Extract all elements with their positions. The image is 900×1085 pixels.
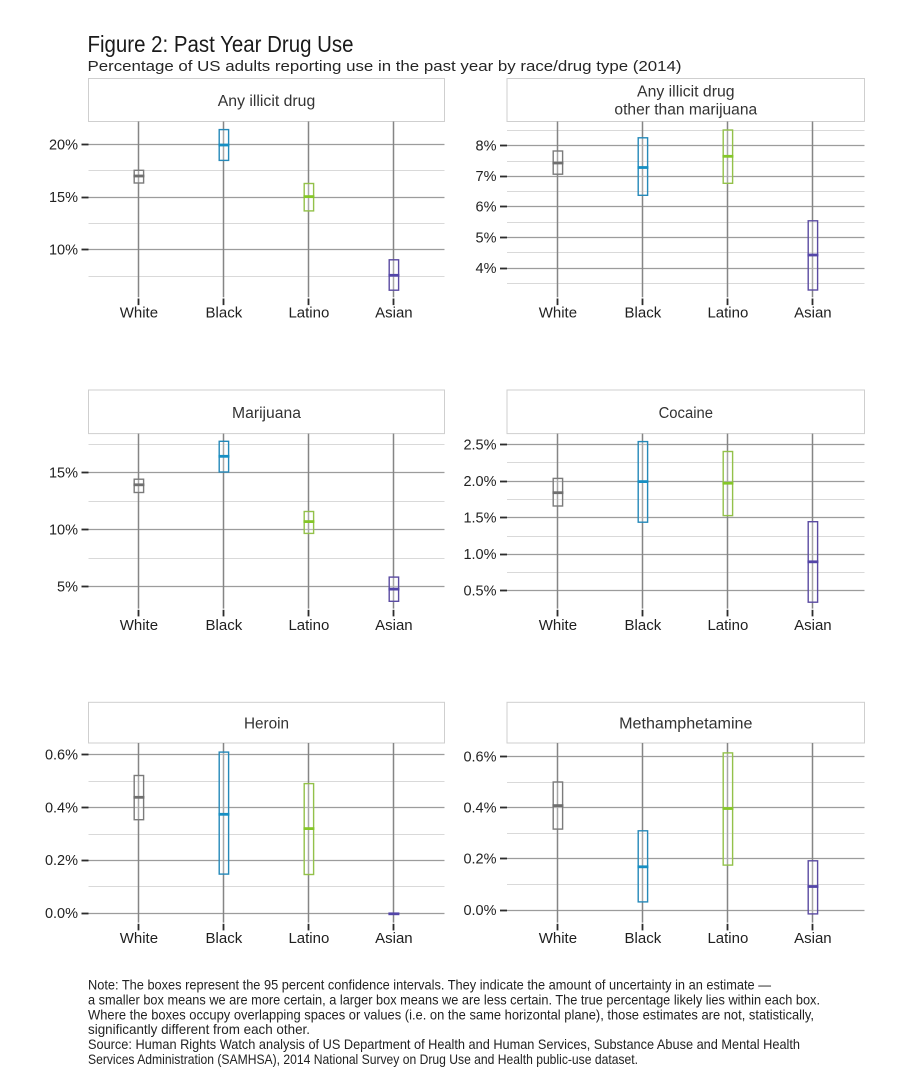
svg-text:2.5%: 2.5% (463, 437, 496, 453)
svg-text:1.0%: 1.0% (463, 547, 496, 563)
svg-text:7%: 7% (476, 169, 497, 185)
svg-text:4%: 4% (476, 261, 497, 277)
svg-text:a smaller box means we are mor: a smaller box means we are more certain,… (88, 992, 820, 1008)
svg-text:significantly different from e: significantly different from each other. (88, 1021, 310, 1037)
svg-text:0.2%: 0.2% (45, 853, 78, 869)
svg-text:0.6%: 0.6% (45, 748, 78, 764)
svg-text:White: White (539, 305, 577, 322)
svg-text:10%: 10% (49, 243, 78, 259)
svg-text:Latino: Latino (707, 617, 748, 634)
svg-text:0.0%: 0.0% (463, 903, 496, 919)
svg-text:0.4%: 0.4% (45, 800, 78, 816)
svg-text:Black: Black (206, 930, 243, 947)
svg-text:Where the boxes occupy overlap: Where the boxes occupy overlapping space… (88, 1006, 814, 1022)
svg-text:Cocaine: Cocaine (659, 405, 713, 422)
svg-text:6%: 6% (476, 200, 497, 216)
svg-text:Latino: Latino (288, 617, 329, 634)
svg-text:Latino: Latino (707, 305, 748, 322)
svg-text:Source: Human Rights Watch ana: Source: Human Rights Watch analysis of U… (88, 1036, 800, 1052)
svg-text:Asian: Asian (375, 617, 413, 634)
svg-text:Any illicit drug: Any illicit drug (637, 84, 735, 101)
svg-text:Black: Black (206, 305, 243, 322)
svg-text:5%: 5% (57, 580, 78, 596)
svg-text:15%: 15% (49, 190, 78, 206)
svg-text:Black: Black (625, 305, 662, 322)
svg-text:Asian: Asian (794, 617, 832, 634)
svg-text:White: White (539, 617, 577, 634)
svg-text:Figure 2: Past Year Drug Use: Figure 2: Past Year Drug Use (88, 31, 354, 57)
svg-text:Latino: Latino (707, 930, 748, 947)
svg-text:Any illicit drug: Any illicit drug (218, 93, 316, 110)
svg-text:Latino: Latino (288, 305, 329, 322)
svg-text:Methamphetamine: Methamphetamine (619, 716, 752, 733)
svg-text:Heroin: Heroin (244, 716, 289, 733)
svg-text:0.2%: 0.2% (463, 852, 496, 868)
svg-text:2.0%: 2.0% (463, 474, 496, 490)
svg-text:15%: 15% (49, 465, 78, 481)
svg-text:Black: Black (625, 617, 662, 634)
svg-text:Percentage of US adults report: Percentage of US adults reporting use in… (88, 58, 682, 75)
svg-text:Asian: Asian (794, 930, 832, 947)
svg-text:0.4%: 0.4% (463, 801, 496, 817)
svg-text:Asian: Asian (794, 305, 832, 322)
svg-text:Black: Black (206, 617, 243, 634)
svg-text:White: White (120, 930, 158, 947)
svg-text:Asian: Asian (375, 930, 413, 947)
svg-text:White: White (120, 617, 158, 634)
svg-text:White: White (539, 930, 577, 947)
svg-text:0.0%: 0.0% (45, 906, 78, 922)
svg-text:5%: 5% (476, 230, 497, 246)
svg-text:other than marijuana: other than marijuana (614, 102, 757, 119)
svg-text:8%: 8% (476, 139, 497, 155)
svg-text:20%: 20% (49, 137, 78, 153)
svg-text:White: White (120, 305, 158, 322)
svg-text:0.6%: 0.6% (463, 749, 496, 765)
svg-text:Note: The boxes represent the: Note: The boxes represent the 95 percent… (88, 977, 771, 993)
svg-text:10%: 10% (49, 523, 78, 539)
svg-text:Asian: Asian (375, 305, 413, 322)
svg-text:Latino: Latino (288, 930, 329, 947)
svg-text:Marijuana: Marijuana (232, 405, 301, 422)
svg-text:Black: Black (625, 930, 662, 947)
svg-text:1.5%: 1.5% (463, 511, 496, 527)
svg-text:0.5%: 0.5% (463, 584, 496, 600)
svg-text:Services Administration (SAMHS: Services Administration (SAMHSA), 2014 N… (88, 1051, 638, 1067)
